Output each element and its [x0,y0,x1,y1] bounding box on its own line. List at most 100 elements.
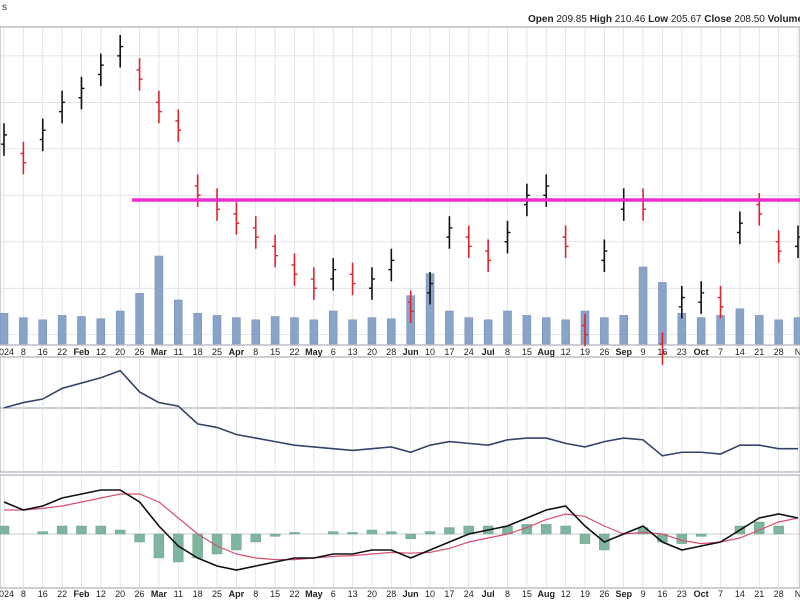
x-tick-label-bottom: 6 [331,589,336,599]
volume-bar [38,319,47,345]
volume-bar [600,317,609,345]
volume-bar [212,315,222,345]
macd-histogram-bar [37,531,48,535]
x-tick-label-top: 7 [718,347,723,357]
x-tick-label-bottom: 13 [348,589,358,599]
x-tick-label-top: Oct [694,347,709,357]
x-tick-label-bottom: 11 [174,589,183,599]
ohlcv-label-volume: Volume [765,14,800,25]
relative-strength-line [3,369,798,457]
macd-histogram-bar [76,525,87,535]
volume-bar [328,310,338,345]
x-tick-label-bottom: Oct [694,589,709,599]
x-tick-label-bottom: 17 [444,589,454,599]
volume-bar [755,315,764,345]
macd-histogram-bar [424,531,436,535]
x-tick-label-bottom: 19 [580,589,590,599]
volume-bar [541,317,551,345]
x-tick-label-bottom: 23 [677,589,687,599]
x-tick-label-bottom: Mar [151,589,168,599]
ohlcv-label-low: Low [645,14,671,25]
x-tick-label-top: 22 [57,347,67,357]
macd-panel [0,474,800,589]
volume-bar [483,319,493,345]
macd-histogram-bar [560,525,571,535]
x-tick-label-bottom: 16 [38,589,48,599]
ohlcv-value-open: 209.85 [556,14,587,25]
x-tick-label-bottom: May [305,589,323,599]
macd-histogram-bar [114,529,126,535]
ticker-fragment: s [2,2,7,13]
x-tick-label-bottom: 8 [253,589,258,599]
volume-bar [96,318,106,345]
header-row: s Open 209.85 High 210.46 Low 205.67 Clo… [2,2,800,25]
macd-histogram-bar [444,527,455,535]
x-tick-label-bottom: 22 [57,589,67,599]
volume-bar [115,310,125,345]
x-tick-label-top: 8 [253,347,258,357]
ohlcv-value-close: 208.50 [734,14,765,25]
x-tick-label-bottom: 9 [641,589,646,599]
relative-strength-panel [0,356,800,473]
x-tick-label-top: 13 [348,347,358,357]
macd-histogram-bar [192,533,203,559]
volume-bar [638,266,648,345]
x-tick-label-bottom: 2024 [0,589,14,599]
macd-histogram-bar [289,532,300,535]
x-tick-label-top: 8 [21,347,26,357]
macd-histogram-bar [347,532,358,535]
macd-histogram-bar [0,525,10,535]
volume-bar [561,319,570,345]
x-tick-label-bottom: Apr [229,589,245,599]
x-tick-label-top: Aug [537,347,555,357]
x-tick-label-top: 18 [193,347,203,357]
x-tick-label-bottom: 12 [561,589,571,599]
ohlcv-label-close: Close [701,14,734,25]
volume-bar [735,308,745,345]
macd-histogram-bar [386,531,397,535]
x-tick-label-bottom: Aug [537,589,555,599]
x-tick-label-top: 15 [522,347,532,357]
x-tick-label-top: 9 [641,347,646,357]
x-tick-label-bottom: 25 [212,589,222,599]
volume-bar [193,312,202,345]
macd-histogram-bar [231,533,242,551]
x-tick-label-top: Jun [403,347,419,357]
macd-histogram-bar [134,533,145,543]
relative-strength-group [3,369,798,457]
x-tick-label-bottom: 26 [599,589,609,599]
ohlcv-readout: Open 209.85 High 210.46 Low 205.67 Close… [528,14,800,25]
x-tick-label-bottom: 24 [464,589,474,599]
volume-bar [77,316,86,345]
x-tick-label-top: May [305,347,323,357]
x-tick-label-bottom: Feb [73,589,90,599]
x-tick-label-top: 24 [464,347,474,357]
x-tick-label-top: Sep [615,347,632,357]
macd-line [3,489,799,571]
panel-borders [0,26,800,589]
ohlcv-value-high: 210.46 [615,14,646,25]
x-tick-label-top: 28 [386,347,396,357]
x-tick-label-bottom: 21 [754,589,764,599]
volume-bar [619,315,628,345]
macd-histogram-bar [211,533,223,555]
x-tick-label-top: 19 [580,347,590,357]
x-tick-label-top: 8 [505,347,510,357]
x-tick-label-bottom: Jul [482,589,495,599]
x-tick-label-top: 2024 [0,347,14,357]
volume-bar [793,317,800,345]
x-tick-label-bottom: 12 [96,589,106,599]
x-tick-label-top: 15 [270,347,280,357]
x-axis-labels: 202420248816162222FebFeb121220202626MarM… [0,347,800,599]
macd-histogram-bar [405,533,416,539]
x-tick-label-top: Feb [73,347,90,357]
x-tick-label-top: Apr [229,347,245,357]
volume-bar [232,317,241,345]
x-tick-label-bottom: 28 [386,589,396,599]
macd-histogram-bar [366,529,378,535]
x-tick-label-top: 12 [561,347,571,357]
x-tick-label-top: 10 [425,347,435,357]
ohlcv-value-low: 205.67 [671,14,702,25]
